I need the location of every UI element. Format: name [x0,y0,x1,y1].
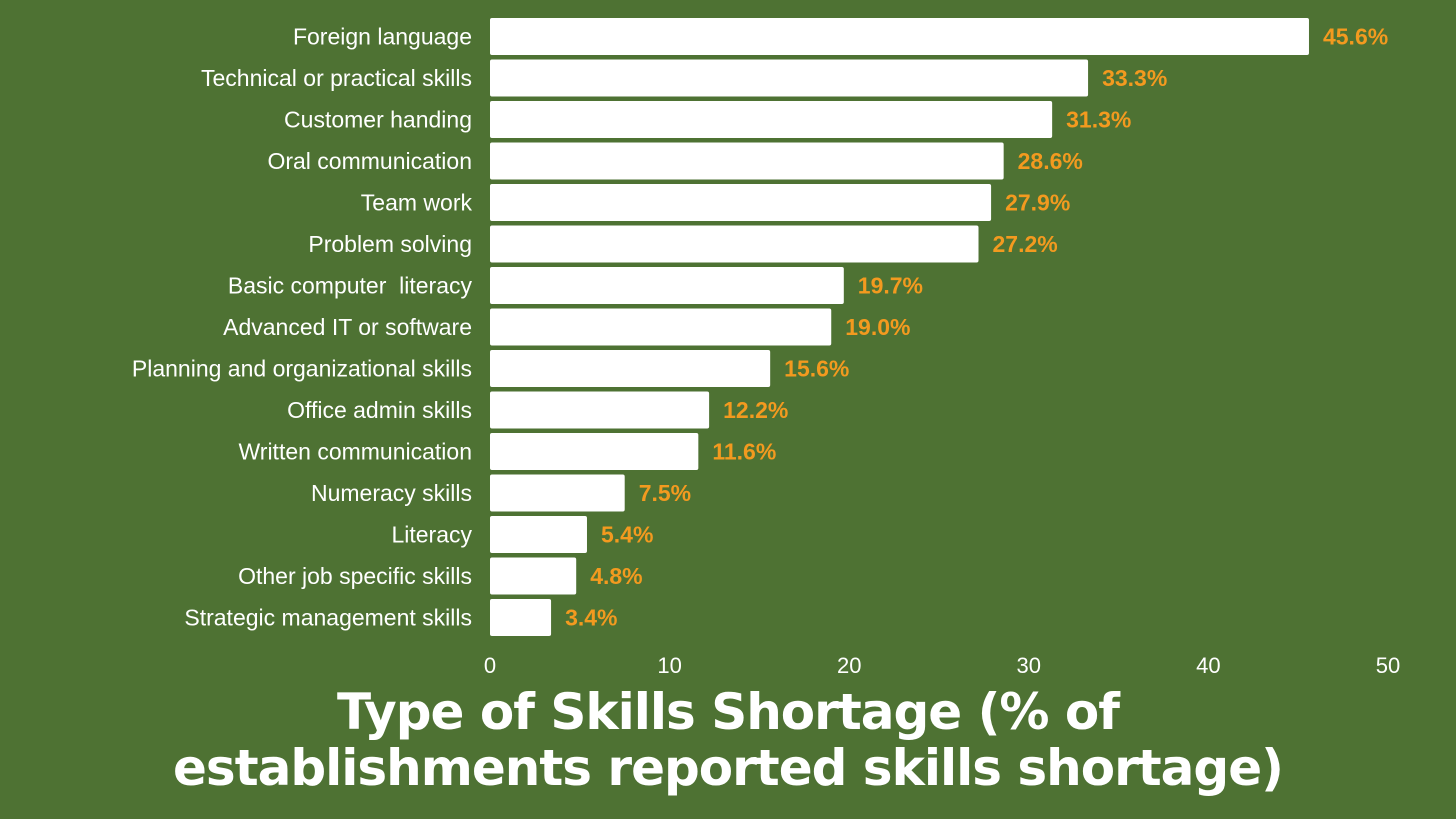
x-tick-label: 0 [484,653,496,678]
bar [490,225,979,263]
bar [490,142,1004,180]
value-label: 15.6% [784,356,849,382]
y-tick-label: Oral communication [267,148,472,174]
value-label: 3.4% [565,605,617,631]
bar [490,18,1309,55]
bar [490,557,577,595]
bar [490,599,552,636]
y-tick-label: Problem solving [308,231,472,257]
bar [490,474,625,512]
x-tick-label: 50 [1376,653,1400,678]
bar [490,350,771,387]
y-tick-label: Literacy [391,522,472,548]
bar [490,433,699,470]
y-tick-label: Team work [361,190,473,216]
value-label: 28.6% [1018,148,1083,174]
y-tick-label: Advanced IT or software [223,314,472,340]
y-tick-label: Office admin skills [287,397,472,423]
value-label: 12.2% [723,397,788,423]
value-label: 5.4% [601,522,653,548]
x-tick-label: 30 [1017,653,1041,678]
value-label: 7.5% [639,480,691,506]
value-label: 11.6% [712,439,776,465]
bar [490,59,1089,97]
y-tick-label: Written communication [239,439,473,465]
bar [490,267,844,304]
value-label: 27.9% [1005,190,1070,216]
x-tick-label: 10 [657,653,681,678]
bar [490,516,587,553]
y-tick-label: Technical or practical skills [201,65,472,91]
bar [490,184,992,221]
y-tick-label: Basic computer literacy [228,273,473,299]
bar [490,308,832,346]
y-tick-label: Customer handing [284,107,472,133]
y-tick-label: Strategic management skills [184,605,472,631]
x-tick-label: 20 [837,653,861,678]
value-label: 45.6% [1323,24,1388,50]
y-tick-label: Planning and organizational skills [132,356,472,382]
bar [490,101,1053,138]
y-tick-label: Numeracy skills [311,480,472,506]
y-tick-label: Foreign language [293,24,472,50]
value-label: 19.7% [858,273,923,299]
value-label: 19.0% [845,314,910,340]
value-label: 31.3% [1066,107,1131,133]
value-label: 27.2% [993,231,1058,257]
y-tick-label: Other job specific skills [238,563,472,589]
bar [490,391,710,429]
value-label: 4.8% [590,563,642,589]
value-label: 33.3% [1102,65,1167,91]
x-tick-label: 40 [1196,653,1220,678]
chart-title: Type of Skills Shortage (% of establishm… [173,683,1284,797]
